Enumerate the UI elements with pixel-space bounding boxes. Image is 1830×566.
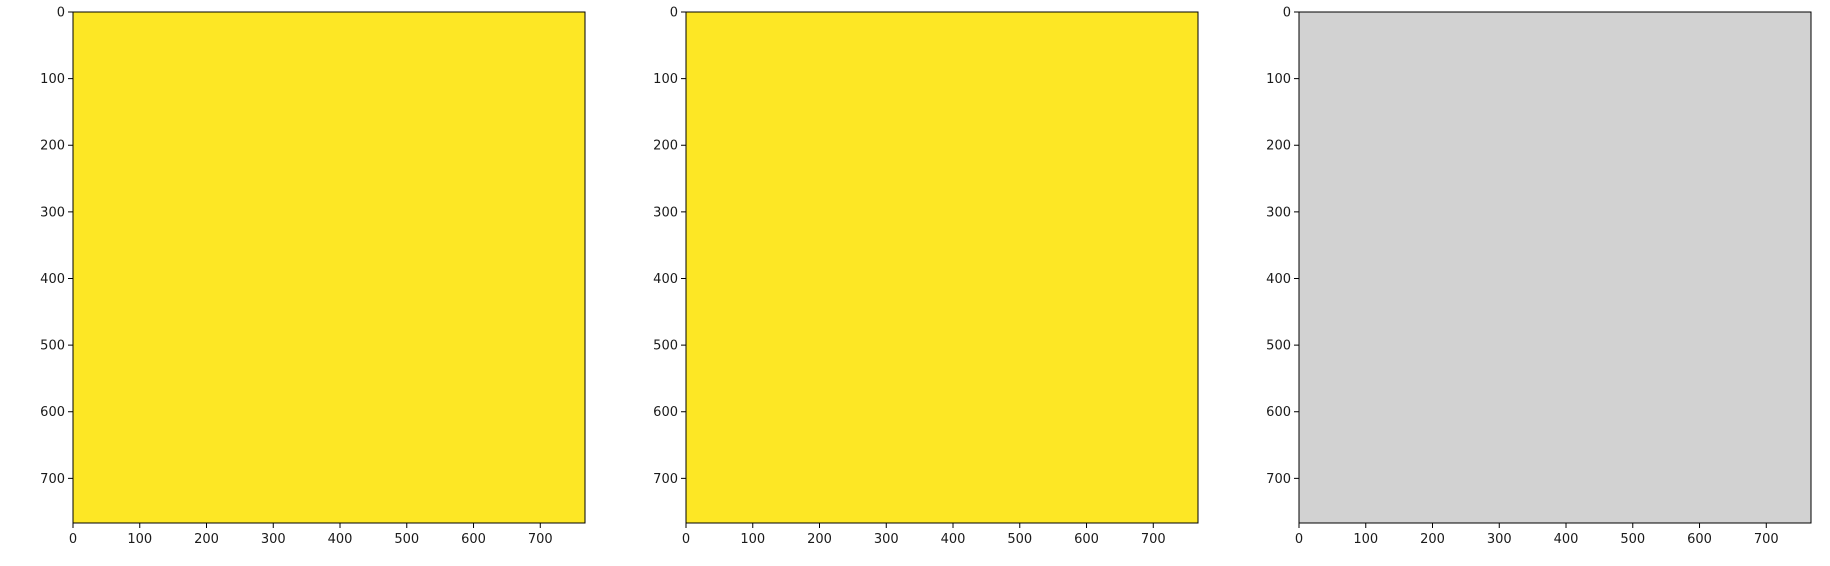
panel-3-x-tick-label: 700 [1754, 532, 1779, 547]
panel-1-x-tick-label: 700 [528, 532, 553, 547]
panel-2-y-tick-label: 500 [653, 339, 678, 354]
panel-3-y-tick-label: 0 [1283, 6, 1291, 21]
panel-2-x-tick-label: 700 [1141, 532, 1166, 547]
panel-1-x-tick-label: 300 [261, 532, 286, 547]
panel-2-x-tick-label: 0 [682, 532, 690, 547]
panel-3-y-tick-label: 400 [1266, 272, 1291, 287]
panel-3-x-tick-label: 0 [1295, 532, 1303, 547]
panel-2-y-tick-label: 300 [653, 205, 678, 220]
panel-1-y-tick-label: 300 [40, 205, 65, 220]
panel-3-x-tick-label: 100 [1353, 532, 1378, 547]
panel-1-x-tick-label: 100 [127, 532, 152, 547]
panel-1-x-tick-label: 400 [328, 532, 353, 547]
panel-2-x-tick-label: 200 [807, 532, 832, 547]
panel-1-x-tick-label: 500 [394, 532, 419, 547]
panel-3-x-tick-label: 600 [1687, 532, 1712, 547]
panel-2-y-tick-label: 100 [653, 72, 678, 87]
panel-2-x-tick-label: 100 [740, 532, 765, 547]
panel-1-y-tick-label: 400 [40, 272, 65, 287]
panel-2-y-tick-label: 700 [653, 472, 678, 487]
panel-2-x-tick-label: 400 [941, 532, 966, 547]
panel-1-y-tick-label: 500 [40, 339, 65, 354]
panel-2-y-tick-label: 600 [653, 405, 678, 420]
panel-3-y-tick-label: 700 [1266, 472, 1291, 487]
panel-3-y-tick-label: 200 [1266, 139, 1291, 154]
panel-1-y-tick-label: 600 [40, 405, 65, 420]
panel-3-y-tick-label: 600 [1266, 405, 1291, 420]
panel-2-x-tick-label: 500 [1007, 532, 1032, 547]
panel-1-y-tick-label: 100 [40, 72, 65, 87]
panel-2-y-tick-label: 0 [670, 6, 678, 21]
panel-2-x-tick-label: 600 [1074, 532, 1099, 547]
panel-1-x-tick-label: 0 [69, 532, 77, 547]
panel-3-x-tick-label: 400 [1554, 532, 1579, 547]
panel-1-x-tick-label: 200 [194, 532, 219, 547]
panel-1-y-tick-label: 700 [40, 472, 65, 487]
panel-3-y-tick-label: 500 [1266, 339, 1291, 354]
panel-2-x-tick-label: 300 [874, 532, 899, 547]
panel-3-y-tick-label: 100 [1266, 72, 1291, 87]
panel-2-y-tick-label: 200 [653, 139, 678, 154]
panel-3-x-tick-label: 200 [1420, 532, 1445, 547]
panel-3-x-tick-label: 300 [1487, 532, 1512, 547]
panel-1-y-tick-label: 0 [57, 6, 65, 21]
panel-1-x-tick-label: 600 [461, 532, 486, 547]
panel-3-y-tick-label: 300 [1266, 205, 1291, 220]
panel-2-y-tick-label: 400 [653, 272, 678, 287]
panel-3-x-tick-label: 500 [1620, 532, 1645, 547]
panel-1-y-tick-label: 200 [40, 139, 65, 154]
